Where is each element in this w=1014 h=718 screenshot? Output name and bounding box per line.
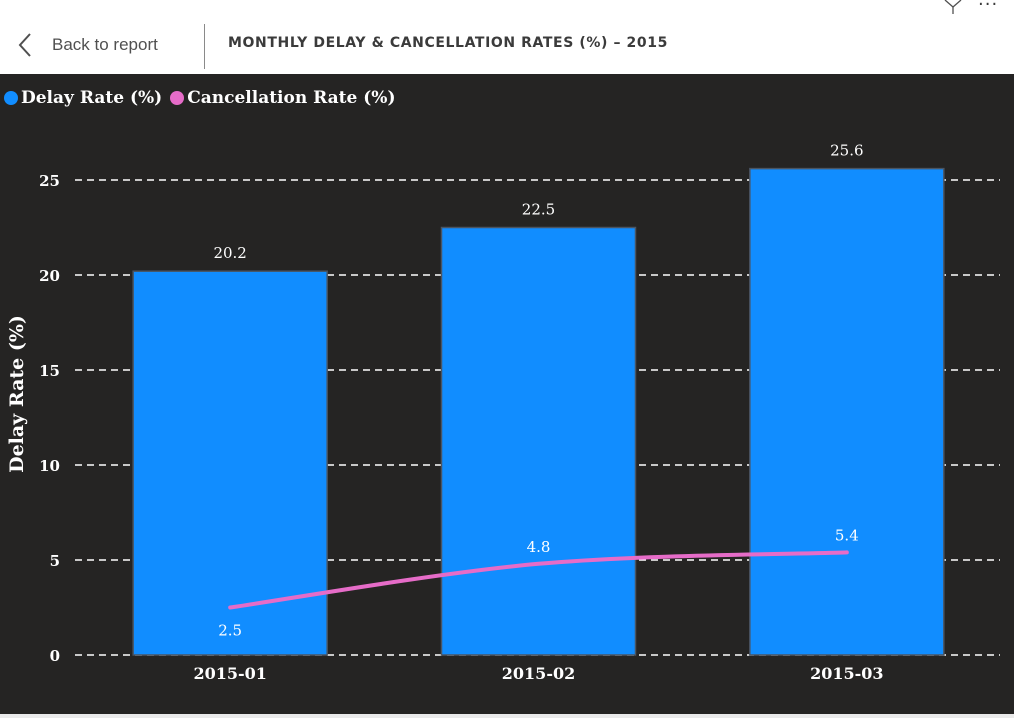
header-divider — [204, 24, 205, 69]
legend-marker-delay-rate — [4, 91, 18, 105]
more-options-icon[interactable]: ··· — [978, 0, 999, 15]
bottom-strip — [0, 714, 1014, 718]
filter-icon[interactable] — [942, 0, 964, 14]
back-to-report-button[interactable]: Back to report — [18, 26, 158, 64]
legend-marker-cancellation-rate — [170, 91, 185, 105]
chart-panel: Delay Rate (%) Cancellation Rate (%) — [0, 74, 1014, 714]
chevron-left-icon — [18, 33, 31, 57]
y-axis-title: Delay Rate (%) — [6, 315, 28, 473]
legend-label-cancellation-rate: Cancellation Rate (%) — [187, 88, 396, 108]
legend-item-delay-rate[interactable]: Delay Rate (%) — [4, 88, 162, 108]
back-to-report-label: Back to report — [52, 35, 158, 54]
report-header: Back to report MONTHLY DELAY & CANCELLAT… — [0, 0, 1014, 74]
page-title: MONTHLY DELAY & CANCELLATION RATES (%) –… — [228, 35, 668, 51]
legend-item-cancellation-rate[interactable]: Cancellation Rate (%) — [170, 88, 396, 108]
chart-legend: Delay Rate (%) Cancellation Rate (%) — [4, 88, 404, 108]
legend-label-delay-rate: Delay Rate (%) — [21, 88, 163, 108]
